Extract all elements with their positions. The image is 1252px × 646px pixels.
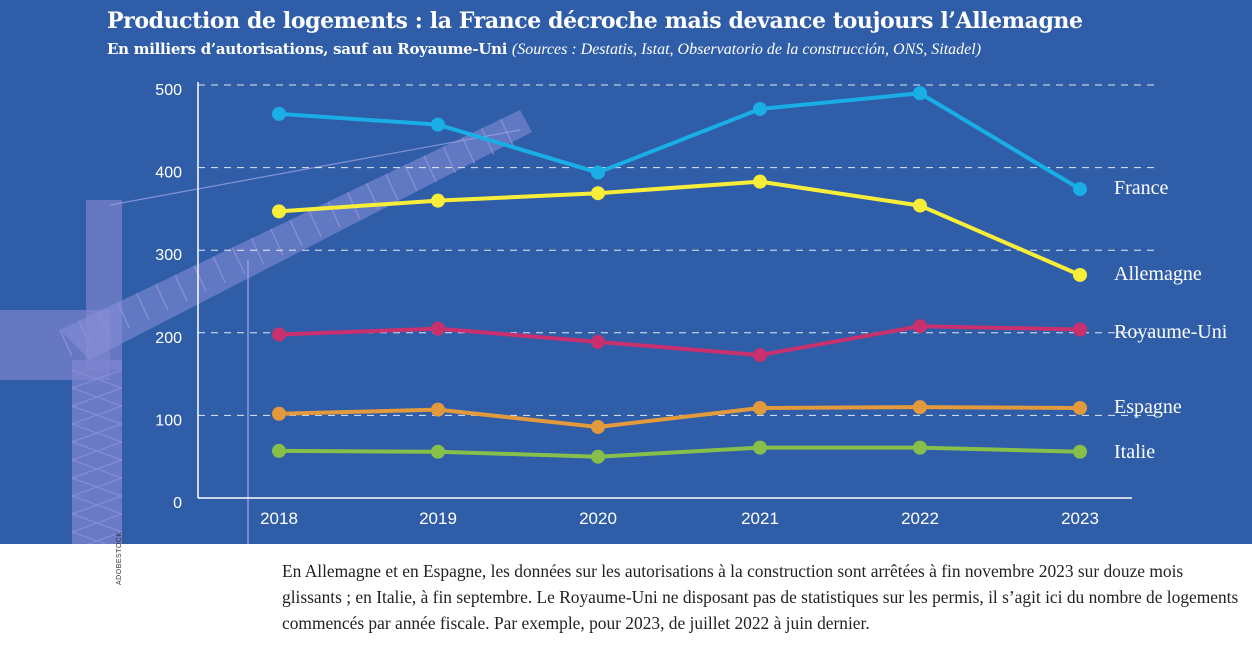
x-tick-label: 2020 [579, 509, 617, 528]
axes [197, 82, 1132, 499]
crane-jib-strut [116, 302, 131, 329]
subtitle-sources: (Sources : Destatis, Istat, Observatorio… [511, 41, 982, 58]
y-tick-label: 400 [155, 165, 182, 182]
y-tick-label: 200 [155, 330, 182, 347]
data-point-italie [913, 440, 927, 455]
series-line-espagne [278, 405, 1081, 429]
crane-jib-strut [250, 238, 265, 265]
data-point-france [272, 106, 286, 121]
crane-jib-strut [423, 155, 437, 183]
data-point-allemagne [272, 204, 286, 219]
subtitle-main: En milliers d’autorisations, sauf au Roy… [107, 40, 508, 58]
crane-jib-strut [174, 274, 188, 302]
crane-jib-strut [461, 137, 476, 164]
data-point-allemagne [753, 174, 767, 189]
data-point-espagne [272, 406, 286, 421]
series-label-france: France [1114, 177, 1169, 199]
data-point-royaume-uni [753, 348, 767, 363]
data-point-allemagne [591, 186, 605, 201]
data-point-france [431, 117, 445, 132]
data-point-royaume-uni [272, 327, 286, 342]
photo-credit: ADOBESTOCK [116, 531, 123, 586]
x-tick-label: 2018 [260, 509, 298, 528]
x-tick-label: 2023 [1061, 509, 1099, 528]
data-point-france [753, 101, 767, 116]
series-line-france [278, 91, 1082, 191]
x-tick-label: 2022 [901, 509, 939, 528]
series-label-italie: Italie [1114, 441, 1155, 463]
crane-jib-strut [135, 293, 150, 320]
data-point-royaume-uni [431, 321, 445, 336]
line-chart: 0 100 200 300 400 500 2018 2019 2020 2021 2022 2023… [0, 82, 1228, 544]
series-lines [272, 86, 1087, 464]
series-label-royaume-uni: Royaume-Uni [1114, 321, 1228, 343]
x-tick-label: 2021 [741, 509, 779, 528]
data-point-espagne [431, 402, 445, 417]
data-point-allemagne [1073, 267, 1087, 282]
crane-mast-strut [71, 495, 123, 515]
crane-illustration [0, 110, 532, 544]
crane-jib-strut [78, 320, 92, 348]
data-point-allemagne [913, 198, 927, 213]
series-labels: France Allemagne Royaume-Uni Espagne Italie [1114, 177, 1228, 463]
tick-labels: 0 100 200 300 400 500 2018 2019 2020 2021 2022 2023 [155, 82, 1099, 528]
data-point-france [591, 165, 605, 180]
crane-jib-strut [404, 164, 418, 192]
data-point-france [1073, 182, 1087, 197]
crane-jib-strut [193, 265, 207, 293]
data-point-espagne [753, 400, 767, 415]
data-point-espagne [1073, 400, 1087, 415]
crane-jib [60, 110, 532, 360]
y-tick-label: 100 [155, 412, 182, 429]
data-point-france [913, 86, 927, 101]
crane-jib-strut [155, 283, 169, 311]
series-line-royaume-uni [278, 324, 1081, 358]
y-tick-label: 300 [155, 247, 182, 264]
data-point-royaume-uni [1073, 322, 1087, 337]
crane-jib-strut [97, 311, 112, 338]
crane-jib-strut [270, 228, 284, 256]
crane-mast-strut [71, 387, 123, 407]
crane-mast-strut [71, 477, 123, 497]
crane-mast-strut [86, 531, 123, 544]
data-point-italie [1073, 444, 1087, 459]
series-label-espagne: Espagne [1114, 396, 1182, 418]
chart-subtitle: En milliers d’autorisations, sauf au Roy… [107, 40, 1237, 59]
grid-lines [198, 84, 1160, 416]
crane-jib-strut [289, 219, 303, 247]
crane-jib-strut [442, 146, 457, 173]
y-tick-label: 500 [155, 82, 182, 99]
crane-mast-strut [71, 441, 123, 461]
data-point-royaume-uni [591, 334, 605, 349]
data-point-allemagne [431, 193, 445, 208]
chart-title: Production de logements : la France décr… [107, 8, 1083, 34]
x-tick-label: 2019 [419, 509, 457, 528]
series-line-italie [278, 445, 1081, 459]
crane-mast-strut [71, 369, 123, 389]
data-point-italie [431, 444, 445, 459]
crane-jib-strut [212, 256, 227, 283]
data-point-italie [753, 440, 767, 455]
data-point-italie [272, 443, 286, 458]
data-point-espagne [591, 419, 605, 434]
crane-jib-strut [231, 247, 246, 274]
crane-mast-strut [71, 405, 123, 425]
crane-mast-strut [71, 423, 123, 443]
footnote: En Allemagne et en Espagne, les données … [282, 561, 1239, 633]
crane-mast-strut [71, 513, 123, 533]
crane-jib-strut [385, 173, 399, 201]
data-point-italie [591, 449, 605, 464]
y-tick-label: 0 [173, 495, 182, 512]
crane-jib-strut [59, 329, 73, 357]
data-point-royaume-uni [913, 319, 927, 334]
crane-jib-strut [308, 210, 322, 238]
crane-mast-strut [71, 459, 123, 479]
series-label-allemagne: Allemagne [1114, 263, 1202, 285]
series-line-allemagne [278, 179, 1081, 277]
data-point-espagne [913, 400, 927, 415]
